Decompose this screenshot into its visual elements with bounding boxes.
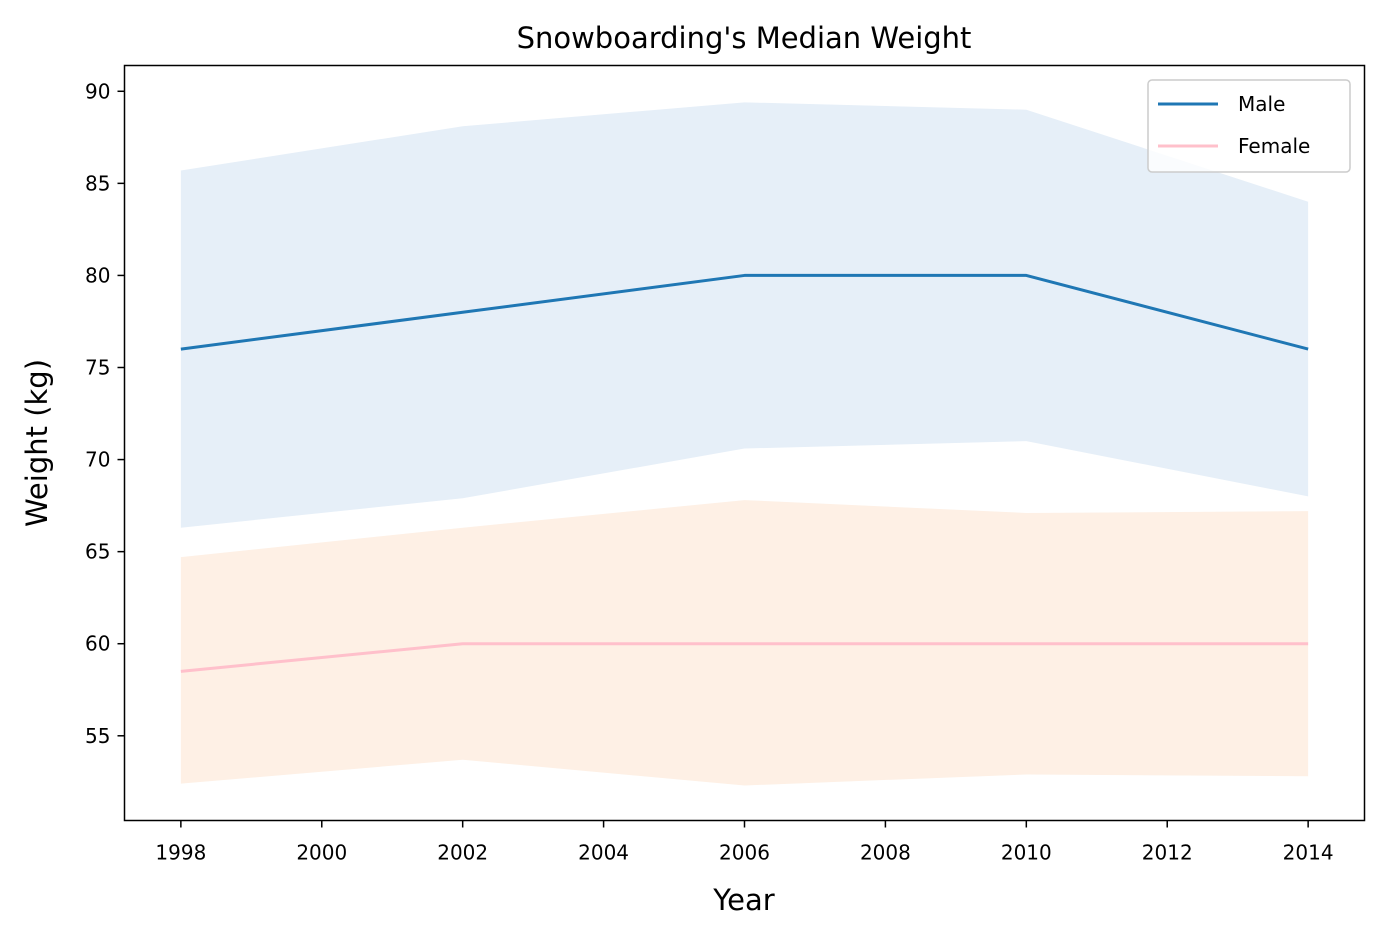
y-axis: 55 60 65 70 75 80 85 90 — [85, 79, 125, 748]
x-tick-label: 2006 — [719, 841, 770, 865]
x-tick-label: 2012 — [1142, 841, 1193, 865]
y-tick-label: 60 — [85, 632, 110, 656]
y-tick-label: 70 — [85, 448, 110, 472]
male-series-line — [180, 273, 1309, 351]
confidence-bands — [180, 102, 1309, 786]
y-tick-label: 65 — [85, 540, 110, 564]
y-tick-label: 75 — [85, 356, 110, 380]
series-lines — [180, 273, 1309, 673]
legend-label-female: Female — [1238, 134, 1310, 158]
x-tick-label: 2002 — [437, 841, 488, 865]
x-axis-title: Year — [712, 883, 774, 917]
y-tick-label: 80 — [85, 263, 110, 287]
y-tick-label: 85 — [85, 171, 110, 195]
legend-label-male: Male — [1238, 92, 1285, 116]
female-series-line — [180, 642, 1309, 673]
male-range-band — [180, 102, 1309, 528]
y-tick-label: 55 — [85, 724, 110, 748]
x-tick-label: 2010 — [1001, 841, 1052, 865]
y-tick-label: 90 — [85, 79, 110, 103]
x-axis: 1998 2000 2002 2004 2006 2008 2010 2012 2014 — [155, 820, 1334, 865]
x-tick-label: 2004 — [578, 841, 629, 865]
x-tick-label: 1998 — [155, 841, 206, 865]
legend: Male Female — [1147, 79, 1351, 173]
y-axis-title: Weight (kg) — [20, 359, 54, 527]
x-tick-label: 2000 — [296, 841, 347, 865]
x-tick-label: 2014 — [1283, 841, 1334, 865]
chart-title: Snowboarding's Median Weight — [517, 21, 972, 55]
x-tick-label: 2008 — [860, 841, 911, 865]
